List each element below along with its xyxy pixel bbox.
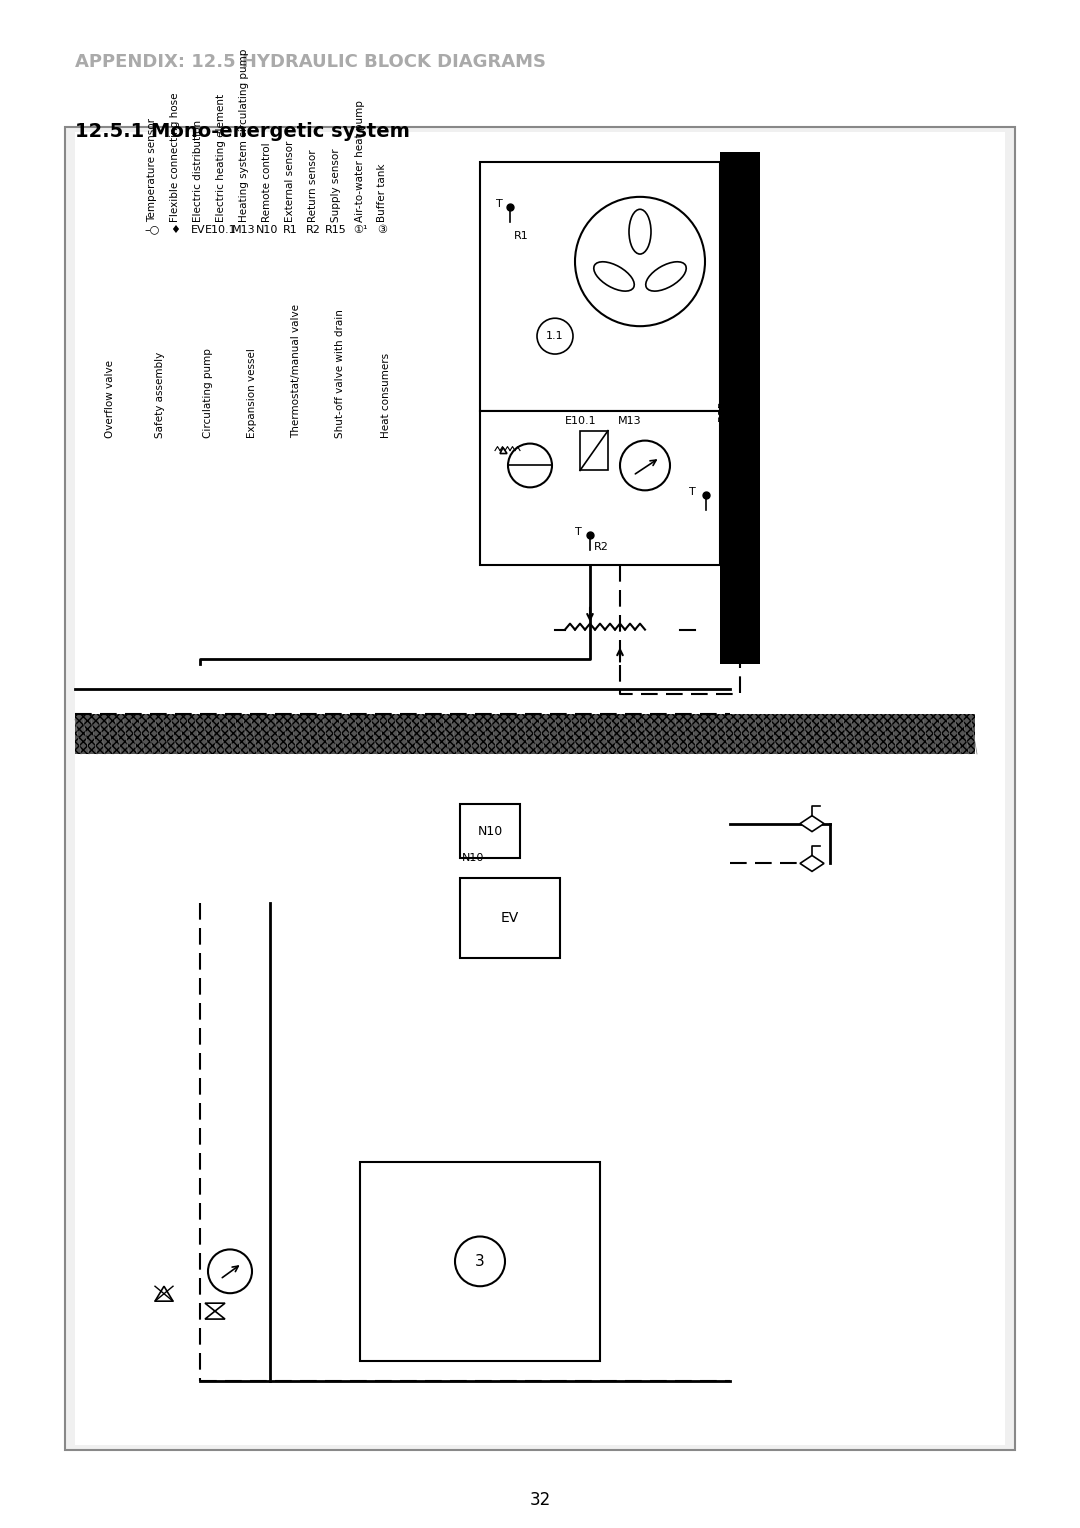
Bar (75, 714, 975, 753)
Bar (65, 127, 1015, 1450)
Text: N10: N10 (462, 854, 484, 863)
Text: T: T (496, 199, 503, 209)
Text: Overflow valve: Overflow valve (105, 359, 114, 437)
Ellipse shape (646, 261, 686, 292)
Circle shape (455, 1236, 505, 1287)
Text: Shut-off valve with drain: Shut-off valve with drain (335, 309, 345, 437)
Text: R1: R1 (283, 225, 297, 235)
Text: APPENDIX: 12.5 HYDRAULIC BLOCK DIAGRAMS: APPENDIX: 12.5 HYDRAULIC BLOCK DIAGRAMS (75, 52, 546, 70)
Text: 1.1: 1.1 (546, 332, 564, 341)
Text: EV: EV (191, 225, 205, 235)
Text: R2: R2 (306, 225, 321, 235)
Text: R15: R15 (325, 225, 347, 235)
Text: –○: –○ (145, 225, 160, 235)
Text: Temperature sensor: Temperature sensor (147, 118, 157, 222)
Text: Electric heating element: Electric heating element (216, 93, 226, 222)
Text: N10: N10 (256, 225, 279, 235)
Text: R15: R15 (718, 399, 728, 420)
Text: Heating system circulating pump: Heating system circulating pump (239, 49, 249, 222)
Circle shape (620, 440, 670, 490)
Bar (460, 879, 561, 958)
Text: ③: ③ (377, 225, 387, 235)
Polygon shape (500, 448, 507, 454)
Text: Heat consumers: Heat consumers (381, 353, 391, 437)
Ellipse shape (594, 261, 634, 292)
Text: Supply sensor: Supply sensor (330, 148, 341, 222)
Text: Remote control: Remote control (262, 142, 272, 222)
Bar (460, 804, 519, 859)
Bar (720, 153, 760, 665)
Bar (360, 1161, 600, 1361)
Bar (480, 411, 720, 565)
Text: Return sensor: Return sensor (308, 150, 318, 222)
Text: 12.5.1 Mono-energetic system: 12.5.1 Mono-energetic system (75, 122, 410, 141)
Text: Expansion vessel: Expansion vessel (247, 348, 257, 437)
Text: ①¹: ①¹ (353, 225, 367, 235)
Text: 32: 32 (529, 1491, 551, 1510)
Text: Flexible connecting hose: Flexible connecting hose (170, 92, 180, 222)
Text: Thermostat/manual valve: Thermostat/manual valve (291, 304, 301, 437)
Circle shape (208, 1250, 252, 1293)
Ellipse shape (629, 209, 651, 254)
Polygon shape (800, 816, 824, 831)
Bar (580, 431, 608, 471)
Text: EV: EV (501, 911, 519, 924)
Text: Buffer tank: Buffer tank (377, 163, 387, 222)
Bar (480, 162, 720, 411)
Text: R1: R1 (514, 231, 529, 240)
Text: T: T (576, 527, 582, 538)
Text: 3: 3 (475, 1254, 485, 1268)
Text: Safety assembly: Safety assembly (156, 351, 165, 437)
Circle shape (508, 443, 552, 487)
Text: Electric distribution: Electric distribution (193, 119, 203, 222)
Text: R2: R2 (594, 542, 609, 552)
Text: E10.1: E10.1 (205, 225, 237, 235)
Bar (75, 133, 1005, 1445)
Polygon shape (800, 856, 824, 871)
Text: Circulating pump: Circulating pump (203, 348, 213, 437)
Text: M13: M13 (618, 416, 642, 426)
Polygon shape (205, 1303, 225, 1319)
Text: ♦: ♦ (170, 225, 180, 235)
Text: Air-to-water heat pump: Air-to-water heat pump (355, 99, 365, 222)
Polygon shape (156, 1287, 173, 1302)
Circle shape (575, 197, 705, 325)
Text: E10.1: E10.1 (565, 416, 596, 426)
Text: T: T (689, 487, 696, 497)
Text: M13: M13 (232, 225, 256, 235)
Circle shape (537, 318, 573, 354)
Text: N10: N10 (477, 825, 502, 837)
Text: External sensor: External sensor (285, 141, 295, 222)
